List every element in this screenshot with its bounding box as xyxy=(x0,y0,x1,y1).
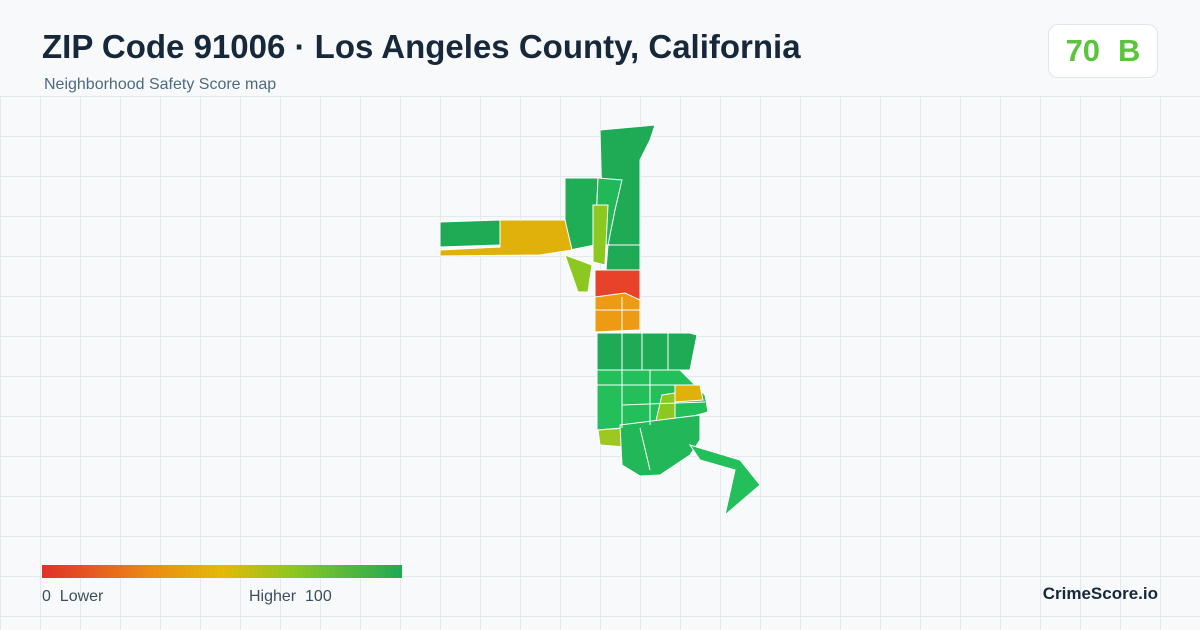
legend-gradient xyxy=(42,565,402,578)
legend-max: 100 xyxy=(305,588,332,605)
region-borders xyxy=(595,297,706,471)
legend-max-label: Higher xyxy=(249,588,297,605)
title: ZIP Code 91006 · Los Angeles County, Cal… xyxy=(42,28,801,65)
region xyxy=(674,384,704,403)
score-grade: B xyxy=(1118,33,1141,68)
region xyxy=(605,244,641,271)
region xyxy=(596,332,698,371)
region xyxy=(564,177,599,251)
region xyxy=(594,292,641,333)
legend-high: Higher 100 xyxy=(249,588,332,606)
region xyxy=(592,204,609,266)
brand: CrimeScore.io xyxy=(1042,584,1158,603)
score-value: 70 xyxy=(1065,33,1101,68)
legend-low: 0 Lower xyxy=(42,588,103,606)
region xyxy=(688,444,761,517)
region xyxy=(619,414,701,477)
score-badge: 70 B xyxy=(1048,24,1158,78)
region xyxy=(439,219,501,248)
legend-min-label: Lower xyxy=(59,588,104,605)
region xyxy=(564,254,593,293)
legend-min: 0 xyxy=(42,588,51,605)
region xyxy=(439,219,573,257)
subtitle: Neighborhood Safety Score map xyxy=(44,76,277,93)
